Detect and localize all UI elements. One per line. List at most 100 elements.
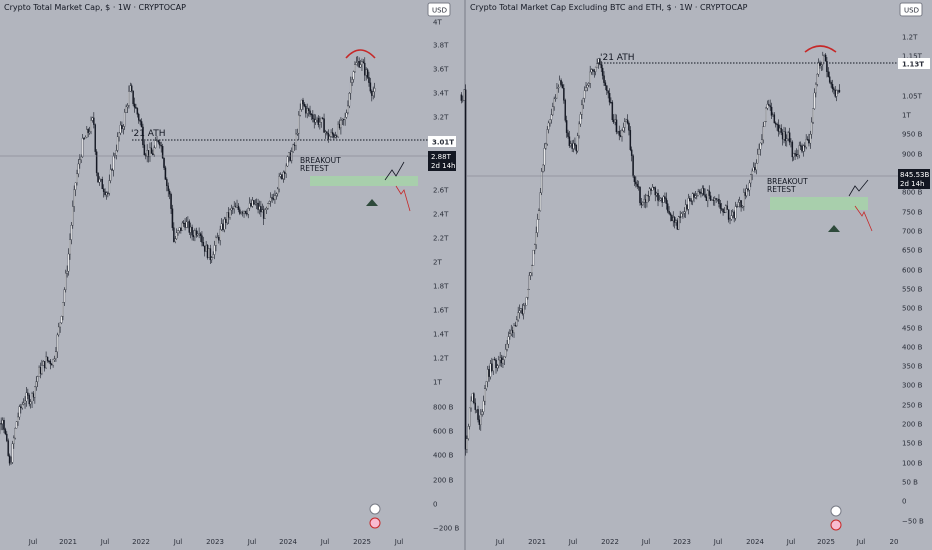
candle-body bbox=[588, 83, 590, 86]
candle-body bbox=[837, 89, 839, 92]
candle-body bbox=[94, 124, 96, 152]
y-tick-label: 500 B bbox=[902, 305, 923, 313]
candle-body bbox=[300, 99, 303, 110]
candle-body bbox=[466, 438, 468, 450]
candle-body bbox=[226, 212, 228, 223]
candle-body bbox=[55, 351, 57, 360]
candle-body bbox=[167, 185, 169, 192]
candle-body bbox=[810, 121, 813, 135]
candle-body bbox=[309, 110, 311, 115]
current-price-tag[interactable] bbox=[898, 169, 930, 189]
price-axis[interactable]: 1.2T 1.15T 1.05T 1T 950 B 900 B 800 B 750 B 700 … bbox=[902, 34, 924, 526]
candle-body bbox=[100, 179, 102, 181]
support-triangle bbox=[366, 199, 378, 206]
candle-body bbox=[654, 187, 656, 196]
candle-body bbox=[727, 209, 730, 220]
rocket-icon[interactable] bbox=[830, 505, 842, 517]
candle-body bbox=[39, 366, 42, 374]
flag-icon[interactable] bbox=[369, 517, 381, 529]
candle-body bbox=[177, 230, 179, 233]
candle-body bbox=[804, 145, 806, 148]
candle-body bbox=[90, 120, 92, 132]
candle-body bbox=[42, 361, 45, 366]
top-arc bbox=[804, 45, 837, 53]
candle-body bbox=[567, 132, 569, 137]
candle-body bbox=[364, 62, 366, 76]
candle-body bbox=[227, 212, 230, 218]
candle-body bbox=[560, 80, 562, 85]
candle-body bbox=[69, 239, 71, 255]
candle-body bbox=[188, 221, 191, 233]
y-tick-label: 3.8T bbox=[433, 42, 449, 50]
candle-body bbox=[175, 232, 178, 239]
candle-body bbox=[707, 190, 709, 201]
candle-body bbox=[568, 136, 571, 146]
candle-body bbox=[36, 376, 39, 382]
candle-body bbox=[586, 85, 589, 88]
candle-body bbox=[209, 248, 212, 261]
candle-body bbox=[119, 124, 122, 134]
candle-body bbox=[241, 212, 244, 214]
candle-body bbox=[675, 220, 677, 223]
candle-body bbox=[637, 186, 640, 188]
bull-path-arrow bbox=[384, 161, 405, 181]
candle-body bbox=[666, 203, 669, 212]
candle-body bbox=[32, 393, 35, 398]
candle-body bbox=[236, 205, 238, 208]
currency-box[interactable] bbox=[427, 2, 451, 17]
candle-body bbox=[506, 343, 508, 350]
price-axis[interactable]: 4T 3.8T 3.6T 3.4T 3.2T 2.6T 2.4T 2.2T 2T 1.8T 1.6T… bbox=[433, 19, 459, 533]
candle-body bbox=[467, 426, 470, 439]
candle-body bbox=[630, 149, 633, 156]
x-tick-label: 2022 bbox=[601, 538, 619, 546]
candle-body bbox=[260, 206, 262, 213]
chart-title: Crypto Total Market Cap, $ · 1W · CRYPTO… bbox=[4, 3, 186, 12]
candle-body bbox=[111, 169, 113, 171]
candle-body bbox=[808, 139, 810, 144]
candle-body bbox=[215, 237, 217, 246]
candle-body bbox=[657, 193, 659, 201]
candle-body bbox=[756, 154, 759, 164]
candle-body bbox=[46, 356, 49, 361]
candle-body bbox=[826, 61, 828, 72]
candle-body bbox=[477, 409, 479, 420]
time-axis[interactable]: Jul 2021 Jul 2022 Jul 2023 Jul 2024 Jul 2025 Jul 20 bbox=[495, 538, 899, 546]
currency-box[interactable] bbox=[899, 2, 923, 17]
candle-body bbox=[597, 58, 600, 64]
candle-body bbox=[529, 272, 532, 276]
candle-body bbox=[328, 136, 331, 140]
candle-body bbox=[698, 191, 701, 193]
candle-body bbox=[1, 420, 4, 424]
candle-body bbox=[122, 126, 125, 129]
chart-panel-total[interactable]: Crypto Total Market Cap, $ · 1W · CRYPTO… bbox=[0, 2, 459, 546]
candle-body bbox=[464, 89, 467, 450]
candle-body bbox=[222, 223, 224, 230]
current-price-tag[interactable] bbox=[428, 151, 456, 171]
candle-body bbox=[342, 118, 345, 121]
candle-body bbox=[639, 187, 641, 204]
candle-body bbox=[682, 213, 684, 215]
countdown-text: 2d 14h bbox=[900, 180, 924, 188]
candle-body bbox=[709, 195, 712, 201]
candle-body bbox=[578, 123, 580, 136]
candle-body bbox=[823, 54, 825, 56]
rocket-icon[interactable] bbox=[369, 503, 381, 515]
flag-icon[interactable] bbox=[830, 519, 842, 531]
candle-body bbox=[536, 219, 539, 233]
candle-body bbox=[185, 221, 188, 228]
time-axis[interactable]: Jul 2021 Jul 2022 Jul 2023 Jul 2024 Jul 2025 Jul bbox=[28, 538, 404, 546]
candle-body bbox=[606, 85, 608, 91]
candle-body bbox=[618, 130, 620, 136]
candle-body bbox=[635, 181, 637, 185]
y-tick-label: 200 B bbox=[433, 477, 454, 485]
candle-body bbox=[701, 188, 704, 194]
candle-body bbox=[748, 182, 751, 191]
candle-body bbox=[79, 159, 81, 165]
candle-body bbox=[366, 69, 369, 78]
candle-body bbox=[118, 132, 120, 137]
candle-body bbox=[470, 400, 472, 409]
candle-body bbox=[791, 141, 794, 158]
candle-body bbox=[828, 76, 831, 83]
chart-panel-others[interactable]: Crypto Total Market Cap Excluding BTC an… bbox=[460, 2, 930, 546]
candle-body bbox=[49, 360, 52, 365]
